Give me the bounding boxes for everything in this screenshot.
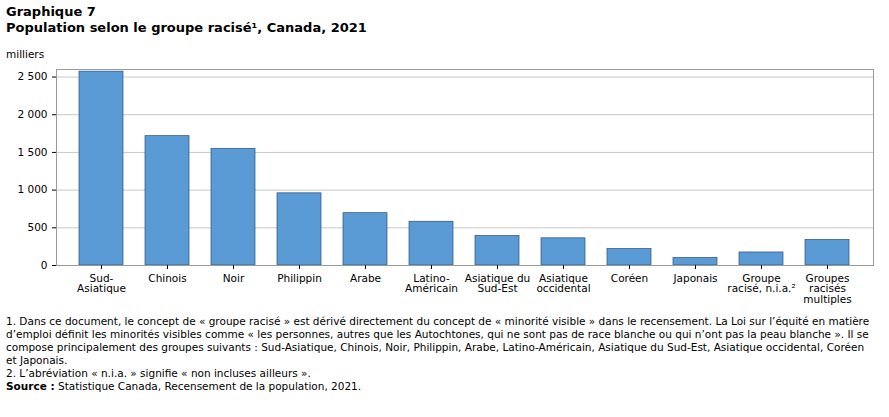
svg-text:Noir: Noir [223, 272, 245, 284]
svg-text:Chinois: Chinois [148, 272, 186, 284]
svg-text:2 500: 2 500 [17, 70, 47, 82]
html-text:Population selon le groupe rac: Population selon le groupe racisé¹, Cana… [6, 20, 367, 35]
svg-text:0: 0 [41, 259, 48, 271]
html-text:Graphique 7: Graphique 7 [6, 4, 96, 19]
html-text:milliers: milliers [6, 48, 45, 60]
svg-text:Grouperacisé, n.i.a.²: Grouperacisé, n.i.a.² [727, 272, 795, 295]
svg-text:Latino-Américain: Latino-Américain [405, 272, 458, 295]
svg-text:Philippin: Philippin [277, 272, 322, 284]
svg-text:Coréen: Coréen [611, 272, 648, 284]
svg-text:Groupesracisésmultiples: Groupesracisésmultiples [803, 272, 851, 305]
html-text:2. L’abréviation « n.i.a. » si: 2. L’abréviation « n.i.a. » signifie « n… [6, 367, 311, 379]
html-text:Source : Statistique Canada, R: Source : Statistique Canada, Recensement… [6, 380, 362, 392]
svg-text:Sud-Asiatique: Sud-Asiatique [77, 272, 126, 295]
svg-text:Japonais: Japonais [672, 272, 717, 284]
html-text:1. Dans ce document, le concep: 1. Dans ce document, le concept de « gro… [6, 315, 870, 366]
svg-text:Arabe: Arabe [350, 272, 381, 284]
svg-text:Asiatique duSud-Est: Asiatique duSud-Est [465, 272, 530, 295]
svg-text:1 500: 1 500 [17, 146, 47, 158]
svg-text:Asiatiqueoccidental: Asiatiqueoccidental [536, 272, 590, 295]
svg-text:2 000: 2 000 [17, 108, 47, 120]
svg-text:1 000: 1 000 [17, 183, 47, 195]
svg-text:500: 500 [27, 221, 47, 233]
